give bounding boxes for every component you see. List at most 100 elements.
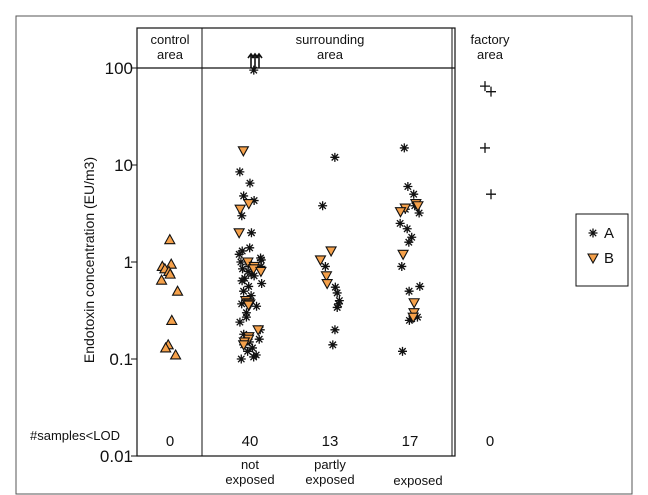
point-not_exposed-asterisk (249, 352, 259, 362)
point-not_exposed-triangle-down (242, 300, 255, 312)
point-partly_exposed-asterisk (332, 288, 342, 298)
y-axis-label: Endotoxin concentration (EU/m3) (81, 157, 97, 363)
point-not_exposed-asterisk (234, 249, 244, 259)
point-not_exposed-asterisk (237, 276, 247, 286)
point-partly_exposed-asterisk (330, 325, 340, 335)
point-partly_exposed-asterisk (328, 340, 338, 350)
legend-box (575, 213, 629, 287)
point-factory-plus (486, 86, 496, 97)
point-exposed-asterisk (404, 237, 414, 247)
legend-label: A (604, 225, 614, 242)
point-control-triangle-up (169, 348, 182, 360)
point-not_exposed-asterisk (245, 178, 255, 188)
point-not_exposed-asterisk (252, 301, 262, 311)
lod-row-label: #samples<LOD (30, 428, 120, 443)
point-not_exposed-asterisk (237, 299, 247, 309)
legend-label: B (604, 250, 614, 267)
x-label-exposed: exposed (393, 473, 442, 488)
point-partly_exposed-triangle-down (325, 246, 338, 258)
point-exposed-asterisk (398, 346, 408, 356)
point-control-triangle-up (159, 341, 172, 353)
point-not_exposed-asterisk (239, 329, 249, 339)
point-not_exposed-asterisk (236, 354, 246, 364)
point-control-triangle-up (165, 258, 178, 269)
legend-marker-B (587, 253, 599, 265)
outer-border (15, 15, 633, 495)
point-not_exposed-asterisk (235, 317, 245, 327)
point-exposed-asterisk (404, 286, 414, 296)
data-points (155, 52, 496, 364)
point-not_exposed-asterisk (246, 269, 256, 279)
y-axis-ticks: 100 10 1 0.1 0.01 (100, 59, 137, 466)
point-not_exposed-asterisk (239, 286, 249, 296)
point-not_exposed-triangle-down (234, 204, 247, 216)
point-factory-plus (480, 81, 490, 92)
point-not_exposed-asterisk (249, 196, 259, 206)
point-exposed-asterisk (415, 281, 425, 291)
lod-count-factory: 0 (486, 433, 494, 450)
y-tick-label: 1 (124, 253, 133, 272)
y-tick-label: 100 (105, 59, 133, 78)
panel-title-line: area (477, 47, 504, 62)
point-not_exposed-triangle-down (252, 325, 265, 336)
point-not_exposed-asterisk (257, 279, 267, 289)
point-exposed-asterisk (407, 232, 417, 242)
point-not_exposed-asterisk (241, 312, 251, 322)
x-label-not_exposed: not (241, 457, 259, 472)
point-not_exposed-triangle-down (242, 199, 255, 210)
point-partly_exposed-asterisk (334, 299, 344, 309)
point-partly_exposed-asterisk (332, 302, 342, 312)
point-not_exposed-asterisk (245, 243, 255, 253)
point-exposed-asterisk (404, 315, 414, 325)
x-label-not_exposed: exposed (225, 472, 274, 487)
point-control-triangle-up (165, 314, 178, 325)
point-not_exposed-asterisk (246, 291, 256, 301)
legend: AB (575, 213, 629, 287)
point-not_exposed-asterisk (256, 261, 266, 271)
point-exposed-asterisk (414, 208, 424, 218)
point-exposed-triangle-down (407, 312, 420, 324)
point-control-triangle-up (163, 233, 176, 245)
point-not_exposed-asterisk (244, 281, 254, 291)
lod-count-partly_exposed: 13 (322, 433, 339, 450)
point-not_exposed-asterisk (249, 65, 259, 75)
point-not_exposed-asterisk (256, 253, 266, 263)
point-exposed-triangle-down (394, 207, 407, 218)
lod-count-exposed: 17 (402, 433, 419, 450)
point-exposed-asterisk (409, 189, 419, 199)
point-exposed-asterisk (402, 224, 412, 234)
y-tick-label: 0.1 (109, 350, 133, 369)
panel-title-line: area (157, 47, 184, 62)
point-partly_exposed-triangle-down (321, 278, 334, 290)
point-control-triangle-up (164, 267, 177, 279)
point-exposed-asterisk (412, 312, 422, 322)
point-not_exposed-asterisk (243, 346, 253, 356)
legend-marker-A (588, 228, 598, 238)
point-exposed-triangle-down (408, 298, 421, 309)
x-label-partly_exposed: exposed (305, 472, 354, 487)
point-not_exposed-triangle-down (233, 228, 246, 239)
plot-area-border (136, 27, 456, 457)
panel-title-line: factory (470, 32, 510, 47)
y-tick-label: 10 (114, 156, 133, 175)
panel-title-line: area (317, 47, 344, 62)
point-not_exposed-asterisk (237, 211, 247, 221)
point-not_exposed-asterisk (236, 257, 246, 267)
chart-frame (15, 15, 633, 495)
panel-title-line: surrounding (296, 32, 365, 47)
point-partly_exposed-asterisk (320, 261, 330, 271)
point-not_exposed-asterisk (239, 191, 249, 201)
point-exposed-asterisk (403, 182, 413, 192)
point-not_exposed-triangle-down (237, 146, 250, 157)
point-exposed-triangle-down (411, 201, 424, 212)
point-factory-plus (486, 189, 496, 200)
lod-count-control: 0 (166, 433, 174, 450)
panel-title-line: control (150, 32, 189, 47)
point-not_exposed-asterisk (254, 334, 264, 344)
